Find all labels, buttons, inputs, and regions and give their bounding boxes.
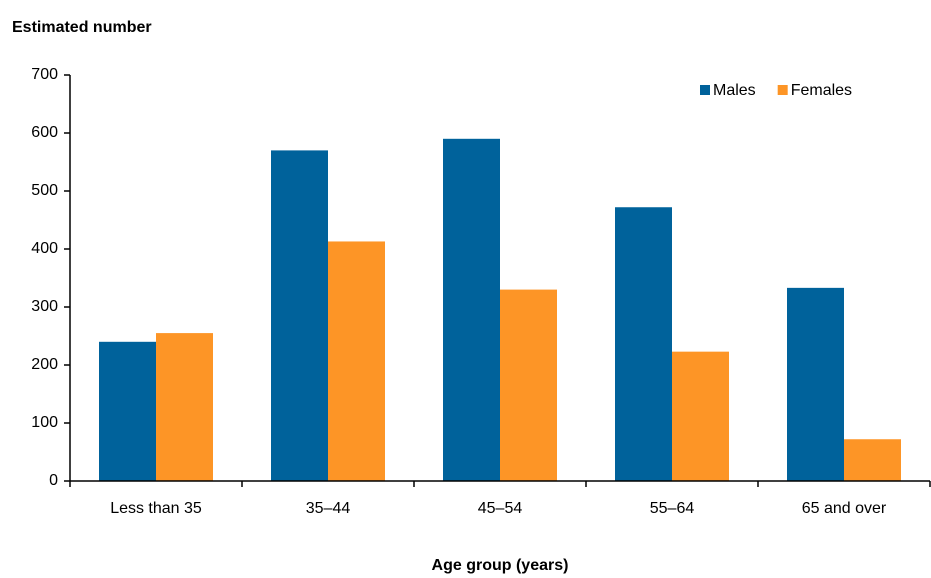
legend-label: Males <box>713 82 756 99</box>
y-tick-label: 600 <box>31 124 58 141</box>
y-axis-title: Estimated number <box>12 19 152 36</box>
y-tick-label: 400 <box>31 240 58 257</box>
x-axis-title: Age group (years) <box>432 557 569 574</box>
legend-label: Females <box>791 82 852 99</box>
bar <box>271 150 328 481</box>
bar <box>500 289 557 481</box>
bar <box>328 241 385 481</box>
legend-swatch <box>777 85 788 95</box>
legend-swatch <box>700 85 710 95</box>
y-tick-label: 0 <box>49 472 58 489</box>
bar <box>672 351 729 481</box>
x-tick-label: 45–54 <box>478 500 523 517</box>
y-tick-label: 100 <box>31 414 58 431</box>
y-tick-label: 700 <box>31 66 58 83</box>
bar <box>156 333 213 481</box>
y-tick-label: 300 <box>31 298 58 315</box>
x-tick-label: 35–44 <box>306 500 351 517</box>
bar <box>615 207 672 482</box>
bar <box>844 439 901 481</box>
bar <box>99 341 156 481</box>
x-tick-label: Less than 35 <box>110 500 202 517</box>
bar <box>443 138 500 482</box>
y-tick-label: 200 <box>31 356 58 373</box>
y-tick-label: 500 <box>31 182 58 199</box>
x-tick-label: 55–64 <box>650 500 695 517</box>
bar <box>787 287 844 481</box>
x-tick-label: 65 and over <box>802 500 887 517</box>
